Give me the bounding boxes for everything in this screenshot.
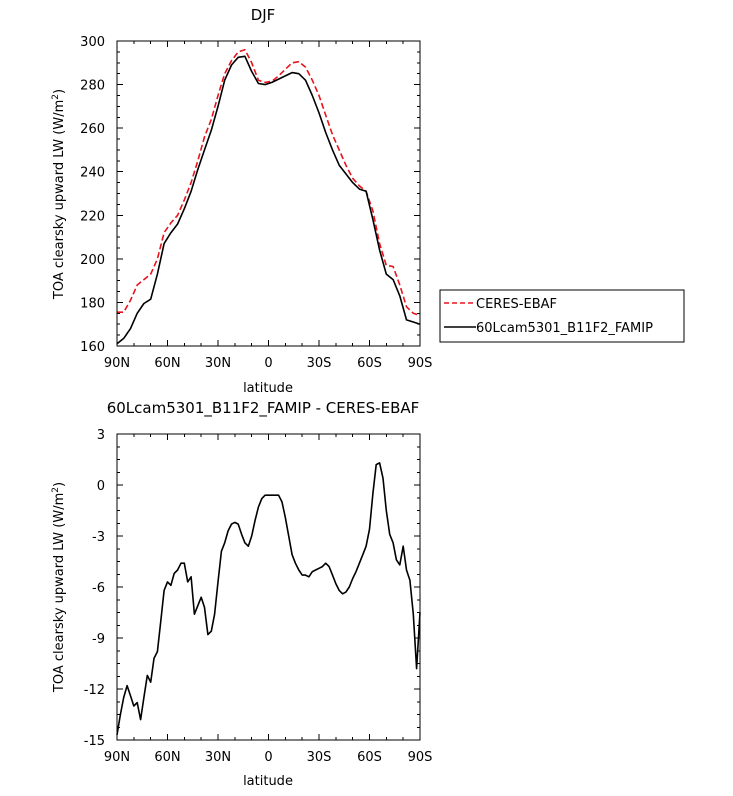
x-tick-label: 90S xyxy=(408,356,433,371)
x-tick-label: 60N xyxy=(154,750,180,765)
x-axis-label: latitude xyxy=(243,774,293,789)
plot-area: 90N 60N 30N 0 30S 60S 90S -15 -12 -9 -6 -3 0 3 xyxy=(84,428,433,765)
y-tick-label: -6 xyxy=(92,581,105,596)
x-tick-label: 90N xyxy=(104,356,130,371)
legend-label-ceres-ebaf: CERES-EBAF xyxy=(476,297,557,312)
panel-top: DJF 90N 60N 30N 0 30S 60S 90S 160 180 200 220 240 26… xyxy=(51,6,685,396)
x-tick-label: 30S xyxy=(307,750,332,765)
x-tick-label: 60N xyxy=(154,356,180,371)
y-tick-label: -12 xyxy=(84,683,105,698)
plot-area: 90N 60N 30N 0 30S 60S 90S 160 180 200 220 240 260 280… xyxy=(80,35,432,371)
chart-title: 60Lcam5301_B11F2_FAMIP - CERES-EBAF xyxy=(107,399,420,418)
x-tick-label: 30N xyxy=(205,750,231,765)
series-line xyxy=(117,48,421,317)
series-line xyxy=(116,55,421,345)
y-tick-label: 3 xyxy=(97,428,105,443)
y-tick-label: -9 xyxy=(92,632,105,647)
y-tick-label: 160 xyxy=(80,340,105,355)
y-tick-label: 260 xyxy=(80,122,105,137)
series-line xyxy=(116,462,421,736)
x-tick-label: 90S xyxy=(408,750,433,765)
y-tick-label: 0 xyxy=(97,479,105,494)
y-tick-label: 300 xyxy=(80,35,105,50)
x-tick-label: 90N xyxy=(104,750,130,765)
y-tick-label: 280 xyxy=(80,79,105,94)
y-tick-label: 180 xyxy=(80,296,105,311)
y-tick-label: 200 xyxy=(80,253,105,268)
y-axis-label: TOA clearsky upward LW (W/m2) xyxy=(51,89,67,300)
x-axis-label: latitude xyxy=(243,381,293,396)
x-tick-label: 60S xyxy=(357,356,382,371)
panel-bottom: 60Lcam5301_B11F2_FAMIP - CERES-EBAF 90N 6… xyxy=(51,399,432,789)
y-tick-label: -15 xyxy=(84,734,105,749)
legend-box xyxy=(439,289,685,343)
chart-title: DJF xyxy=(251,6,276,24)
legend-label-famip: 60Lcam5301_B11F2_FAMIP xyxy=(476,321,653,336)
y-tick-label: 220 xyxy=(80,209,105,224)
y-axis-label: TOA clearsky upward LW (W/m2) xyxy=(51,482,67,693)
y-tick-label: 240 xyxy=(80,166,105,181)
x-tick-label: 30S xyxy=(307,356,332,371)
x-tick-label: 0 xyxy=(264,750,272,765)
y-tick-label: -3 xyxy=(92,530,105,545)
x-tick-label: 60S xyxy=(357,750,382,765)
x-tick-label: 30N xyxy=(205,356,231,371)
x-tick-label: 0 xyxy=(264,356,272,371)
legend: CERES-EBAF 60Lcam5301_B11F2_FAMIP xyxy=(439,289,685,343)
plot-frame xyxy=(116,40,421,347)
